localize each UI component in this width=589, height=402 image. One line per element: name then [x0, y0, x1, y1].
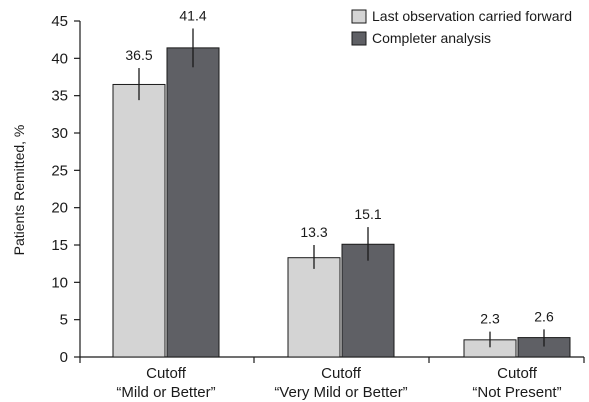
axes: 0 5 10 15 20 25 30 35 40 45 Cutoff “Mild or Better”… [51, 13, 585, 401]
y-tick-label: 5 [60, 312, 68, 329]
bar [341, 243, 395, 358]
y-tick-label: 45 [51, 13, 68, 30]
data-label: 36.5 [125, 47, 152, 63]
legend-swatch [351, 9, 367, 24]
legend-label: Last observation carried forward [372, 8, 572, 24]
y-tick-label: 30 [51, 125, 68, 142]
y-tick-label: 15 [51, 237, 68, 254]
legend: Last observation carried forward Complete… [351, 8, 572, 46]
y-tick-label: 25 [51, 162, 68, 179]
legend-swatch [351, 31, 367, 46]
y-tick-label: 20 [51, 200, 68, 217]
bar [287, 257, 341, 358]
bar [112, 83, 166, 358]
y-axis-label: Patients Remitted, % [11, 125, 27, 256]
bars [112, 28, 571, 358]
y-tick-label: 0 [60, 349, 68, 366]
y-tick-label: 10 [51, 274, 68, 291]
legend-label: Completer analysis [372, 30, 491, 46]
data-label: 13.3 [300, 224, 327, 240]
bar [166, 47, 220, 358]
data-labels: 36.5 13.3 2.3 41.4 15.1 2.6 [125, 7, 554, 326]
y-tick-label: 40 [51, 50, 68, 67]
data-label: 41.4 [179, 7, 206, 23]
data-label: 2.3 [480, 311, 500, 327]
x-tick-label: Cutoff “Mild or Better” [116, 365, 215, 401]
x-tick-label: Cutoff “Very Mild or Better” [274, 365, 407, 401]
y-tick-label: 35 [51, 88, 68, 105]
data-label: 2.6 [534, 308, 554, 324]
x-tick-label: Cutoff “Not Present” [472, 365, 561, 401]
data-label: 15.1 [354, 206, 381, 222]
